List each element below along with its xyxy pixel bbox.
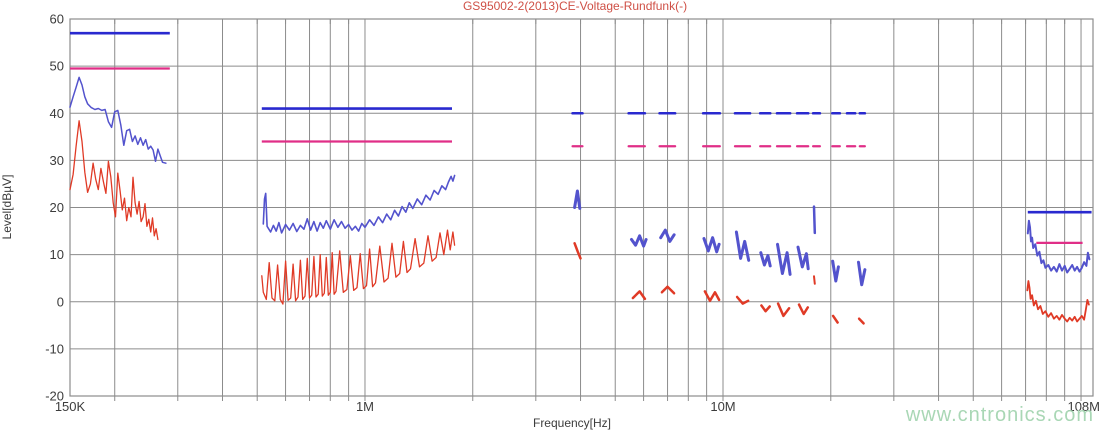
grid-layer [69, 18, 1094, 397]
trace-red-segment [776, 302, 791, 318]
y-tick-label: 60 [50, 12, 64, 27]
trace-blue-segment [630, 234, 648, 248]
y-tick-label: 0 [57, 294, 64, 309]
x-tick-label: 150K [55, 399, 86, 414]
trace-blue-segment [796, 245, 810, 271]
x-axis-title: Frequency[Hz] [533, 416, 611, 430]
trace-blue-segment [573, 189, 582, 210]
trace-blue-segment [734, 230, 751, 262]
x-tick-label: 1M [356, 399, 374, 414]
trace-red-segment [735, 295, 750, 305]
trace-red-segment [660, 285, 676, 295]
trace-red-segment [857, 317, 865, 325]
trace-blue-segment [857, 260, 867, 287]
chart-title: GS95002-2(2013)CE-Voltage-Rundfunk(-) [463, 0, 687, 13]
watermark-text: www.cntronics.com [905, 404, 1094, 426]
tick-layer [114, 19, 1082, 401]
trace-blue-segment [659, 228, 676, 243]
trace-blue-segment [812, 205, 817, 235]
trace-red-segment [703, 290, 721, 303]
trace-blue-segment [759, 251, 772, 268]
trace-blue-segment [831, 259, 840, 283]
y-tick-label: 50 [50, 59, 64, 74]
trace-blue-segment [702, 236, 721, 254]
trace-red-segment [69, 120, 159, 241]
trace-layer [69, 76, 1091, 325]
plot-border [69, 18, 1094, 397]
y-tick-label: 40 [50, 106, 64, 121]
y-tick-label: 20 [50, 200, 64, 215]
trace-red-segment [760, 304, 771, 313]
limit-lines-layer [70, 31, 1092, 244]
y-tick-label: -20 [45, 389, 64, 404]
y-tick-label: 30 [50, 153, 64, 168]
x-tick-label: 108M [1067, 399, 1100, 414]
trace-red-segment [813, 275, 816, 285]
y-tick-label: 10 [50, 247, 64, 262]
trace-red-segment [261, 229, 456, 305]
trace-blue-segment [1026, 219, 1091, 274]
trace-blue-segment [776, 242, 792, 276]
y-axis-title: Level[dBµV] [0, 175, 14, 240]
x-tick-label: 10M [710, 399, 735, 414]
trace-red-segment [631, 290, 647, 301]
trace-red-segment [797, 303, 810, 316]
trace-red-segment [573, 242, 582, 260]
trace-red-segment [831, 314, 839, 324]
trace-red-segment [1026, 280, 1090, 323]
trace-blue-segment [262, 174, 456, 234]
trace-blue-segment [69, 76, 167, 164]
y-tick-label: -10 [45, 341, 64, 356]
